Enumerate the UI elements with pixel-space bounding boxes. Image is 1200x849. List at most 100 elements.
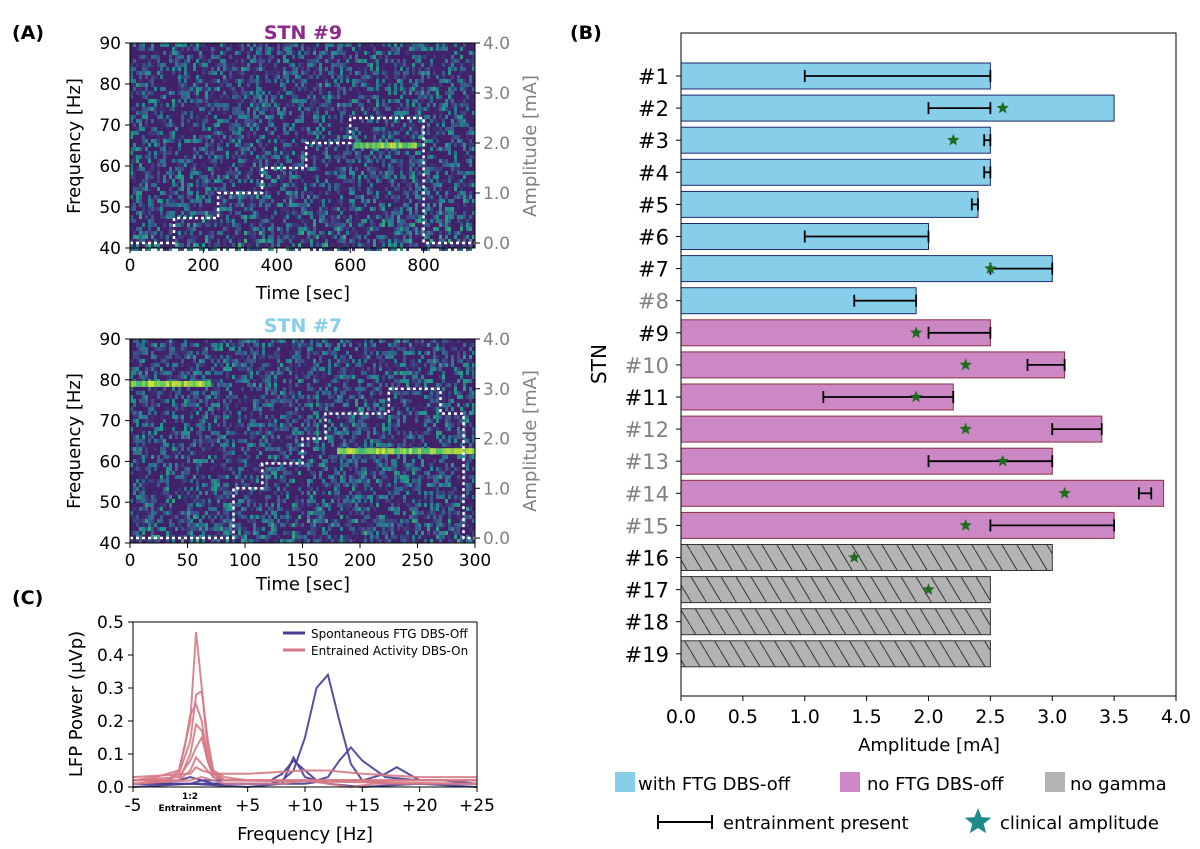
heatmap-cell [445, 415, 448, 419]
heatmap-cell [247, 371, 250, 375]
heatmap-cell [205, 447, 208, 451]
heatmap-cell [169, 347, 172, 351]
heatmap-cell [403, 191, 406, 195]
heatmap-cell [349, 103, 352, 107]
heatmap-cell [322, 135, 325, 139]
heatmap-cell [457, 219, 460, 223]
heatmap-cell [214, 403, 217, 407]
heatmap-cell [169, 247, 172, 251]
heatmap-cell [226, 95, 229, 99]
heatmap-cell [163, 155, 166, 159]
heatmap-cell [187, 247, 190, 251]
heatmap-cell [295, 223, 298, 227]
heatmap-cell [409, 119, 412, 123]
heatmap-cell [190, 247, 193, 251]
heatmap-cell [427, 187, 430, 191]
heatmap-cell [319, 343, 322, 347]
heatmap-cell [139, 91, 142, 95]
heatmap-cell [340, 199, 343, 203]
heatmap-cell [334, 447, 337, 451]
heatmap-cell [460, 187, 463, 191]
heatmap-cell [247, 455, 250, 459]
x-tick-label: 400 [261, 256, 293, 276]
heatmap-cell [430, 155, 433, 159]
heatmap-cell [184, 427, 187, 431]
heatmap-cell [196, 183, 199, 187]
heatmap-cell [253, 71, 256, 75]
heatmap-cell [184, 207, 187, 211]
heatmap-cell [169, 215, 172, 219]
heatmap-cell [331, 71, 334, 75]
heatmap-cell [232, 347, 235, 351]
heatmap-cell [448, 67, 451, 71]
heatmap-cell [430, 179, 433, 183]
heatmap-cell [448, 435, 451, 439]
heatmap-cell [130, 95, 133, 99]
heatmap-cell [184, 83, 187, 87]
heatmap-cell [151, 79, 154, 83]
heatmap-cell [142, 423, 145, 427]
heatmap-cell [193, 399, 196, 403]
heatmap-cell [400, 43, 403, 47]
heatmap-cell [430, 219, 433, 223]
heatmap-cell [154, 51, 157, 55]
heatmap-cell [388, 375, 391, 379]
heatmap-cell [316, 115, 319, 119]
heatmap-cell [394, 159, 397, 163]
heatmap-cell [418, 187, 421, 191]
heatmap-cell [412, 71, 415, 75]
heatmap-cell [370, 187, 373, 191]
heatmap-cell [289, 195, 292, 199]
heatmap-cell [307, 419, 310, 423]
heatmap-cell [259, 387, 262, 391]
heatmap-cell [463, 115, 466, 119]
heatmap-cell [286, 71, 289, 75]
heatmap-cell [265, 143, 268, 147]
heatmap-cell [241, 111, 244, 115]
heatmap-cell [196, 411, 199, 415]
heatmap-cell [385, 119, 388, 123]
heatmap-cell [403, 351, 406, 355]
heatmap-cell [310, 399, 313, 403]
heatmap-cell [319, 347, 322, 351]
heatmap-cell [376, 127, 379, 131]
heatmap-cell [208, 243, 211, 247]
heatmap-cell [391, 135, 394, 139]
heatmap-cell [253, 431, 256, 435]
heatmap-cell [229, 343, 232, 347]
heatmap-cell [223, 443, 226, 447]
heatmap-cell [346, 43, 349, 47]
heatmap-cell [259, 155, 262, 159]
heatmap-cell [358, 99, 361, 103]
heatmap-cell [160, 343, 163, 347]
heatmap-cell [229, 243, 232, 247]
heatmap-cell [463, 387, 466, 391]
heatmap-cell [181, 183, 184, 187]
heatmap-cell [442, 439, 445, 443]
heatmap-cell [382, 67, 385, 71]
heatmap-cell [232, 375, 235, 379]
heatmap-cell [454, 183, 457, 187]
heatmap-cell [421, 219, 424, 223]
heatmap-cell [232, 359, 235, 363]
heatmap-cell [472, 135, 475, 139]
heatmap-cell [409, 187, 412, 191]
heatmap-cell [253, 231, 256, 235]
heatmap-cell [334, 83, 337, 87]
heatmap-cell [460, 171, 463, 175]
heatmap-cell [442, 403, 445, 407]
heatmap-cell [283, 391, 286, 395]
heatmap-cell [298, 203, 301, 207]
heatmap-cell [292, 403, 295, 407]
heatmap-cell [241, 151, 244, 155]
heatmap-cell [328, 83, 331, 87]
heatmap-cell [208, 179, 211, 183]
heatmap-cell [133, 123, 136, 127]
heatmap-cell [217, 179, 220, 183]
heatmap-cell [133, 67, 136, 71]
heatmap-cell [334, 391, 337, 395]
heatmap-cell [433, 415, 436, 419]
heatmap-cell [193, 355, 196, 359]
heatmap-cell [340, 395, 343, 399]
heatmap-cell [385, 59, 388, 63]
